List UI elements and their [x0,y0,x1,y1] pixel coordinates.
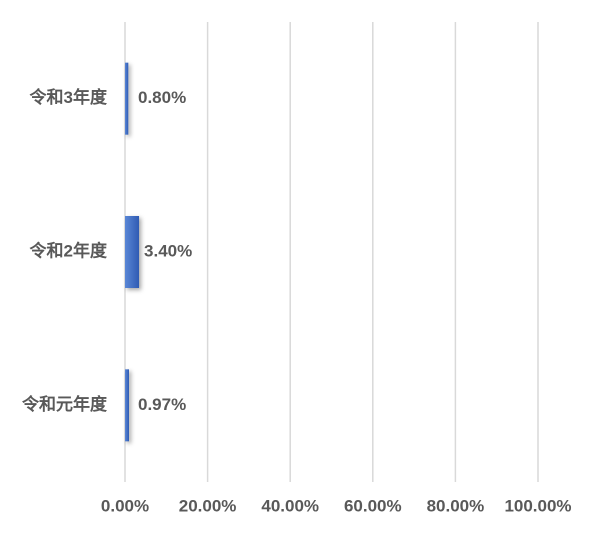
x-tick-label: 0.00% [101,496,149,515]
x-tick-label: 60.00% [344,496,402,515]
value-label: 3.40% [144,241,192,260]
y-tick-label: 令和3年度 [30,87,108,107]
y-tick-label: 令和元年度 [22,394,108,414]
y-tick-label: 令和2年度 [30,240,108,260]
x-tick-label: 80.00% [427,496,485,515]
x-tick-label: 40.00% [261,496,319,515]
value-label: 0.97% [138,395,186,414]
bar [125,216,140,288]
value-label: 0.80% [138,88,186,107]
x-tick-label: 100.00% [504,496,571,515]
bar [125,369,130,442]
bar [125,62,129,135]
x-tick-label: 20.00% [179,496,237,515]
